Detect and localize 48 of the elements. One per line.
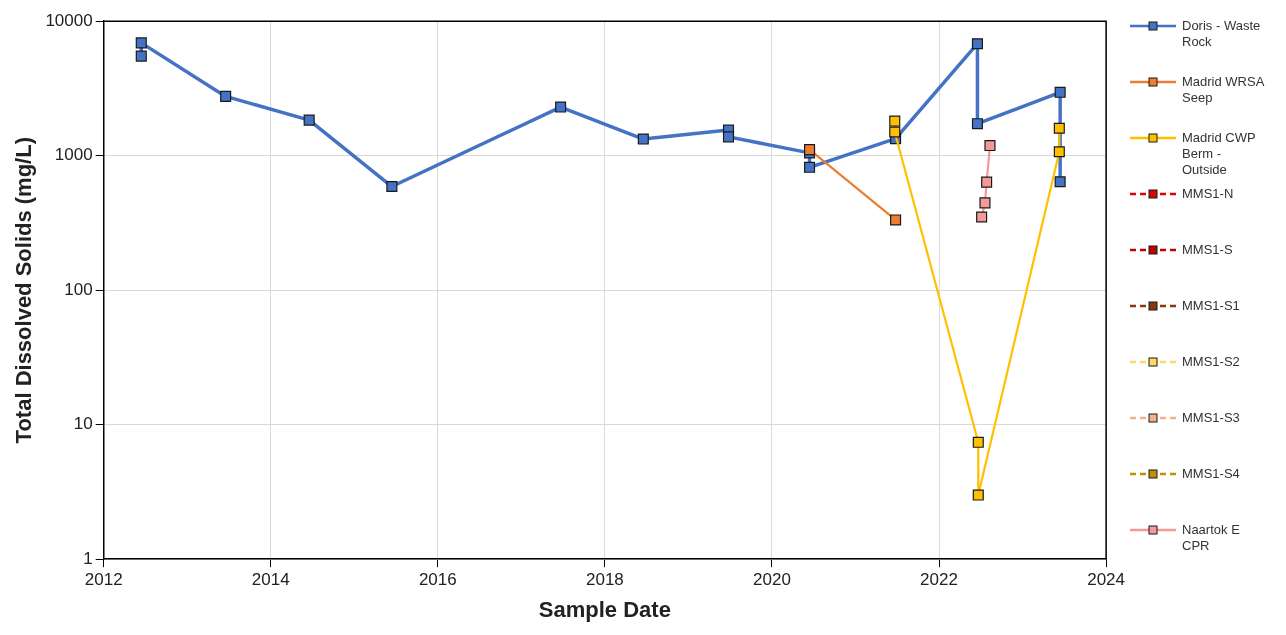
- point: [972, 489, 984, 501]
- point: [889, 115, 901, 127]
- point: [722, 131, 735, 143]
- point: [555, 101, 567, 113]
- x-tick-label: 2018: [585, 570, 624, 590]
- point: [135, 37, 147, 49]
- x-axis-title: Sample Date: [538, 596, 671, 622]
- x-tick-label: 2012: [84, 570, 123, 590]
- point: [386, 180, 398, 193]
- legend-label: Naartok E CPR: [1182, 522, 1241, 554]
- legend-label: MMS1-S1: [1182, 298, 1240, 314]
- point: [984, 139, 996, 152]
- x-tick-label: 2024: [1087, 570, 1125, 590]
- point: [971, 118, 983, 130]
- point: [890, 214, 902, 226]
- y-tick-label: 10000: [45, 10, 93, 30]
- legend-label: MMS1-S3: [1182, 410, 1240, 426]
- legend-label: Doris - Waste Rock: [1182, 18, 1262, 50]
- y-tick-label: 1000: [54, 145, 93, 165]
- x-tick-label: 2014: [251, 570, 290, 590]
- point: [637, 133, 649, 145]
- point: [889, 126, 901, 138]
- point: [1053, 122, 1065, 134]
- y-tick-label: 1: [83, 548, 93, 568]
- point: [971, 38, 983, 50]
- legend-label: MMS1-S2: [1182, 354, 1240, 370]
- point: [1054, 86, 1066, 98]
- point: [1054, 176, 1066, 188]
- point: [979, 197, 991, 209]
- legend-label: Madrid WRSA Seep: [1182, 74, 1266, 106]
- point: [972, 436, 984, 448]
- legend-label: MMS1-N: [1182, 186, 1234, 202]
- x-tick-label: 2022: [920, 570, 958, 590]
- x-tick-label: 2020: [753, 570, 791, 590]
- point: [303, 114, 315, 126]
- y-tick-label: 100: [64, 279, 93, 299]
- y-tick-label: 10: [73, 414, 93, 434]
- point: [803, 161, 816, 173]
- y-axis-title: Total Dissolved Solids (mg/L): [11, 137, 37, 444]
- legend-label: Madrid CWP Berm - Outside: [1182, 130, 1257, 178]
- point: [976, 211, 988, 223]
- legend-label: MMS1-S4: [1182, 466, 1240, 482]
- point: [220, 90, 232, 102]
- legend-label: MMS1-S: [1182, 242, 1233, 258]
- point: [135, 50, 147, 62]
- point: [1053, 146, 1065, 158]
- point: [981, 176, 993, 188]
- x-tick-label: 2016: [418, 570, 457, 590]
